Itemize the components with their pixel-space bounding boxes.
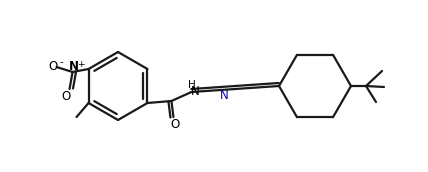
Text: O: O [61, 89, 70, 103]
Text: +: + [77, 60, 85, 69]
Text: N: N [68, 60, 79, 73]
Text: O: O [48, 60, 57, 73]
Text: N: N [220, 89, 229, 102]
Text: -: - [59, 57, 63, 67]
Text: O: O [171, 117, 180, 131]
Text: N: N [191, 84, 200, 98]
Text: H: H [187, 80, 195, 90]
